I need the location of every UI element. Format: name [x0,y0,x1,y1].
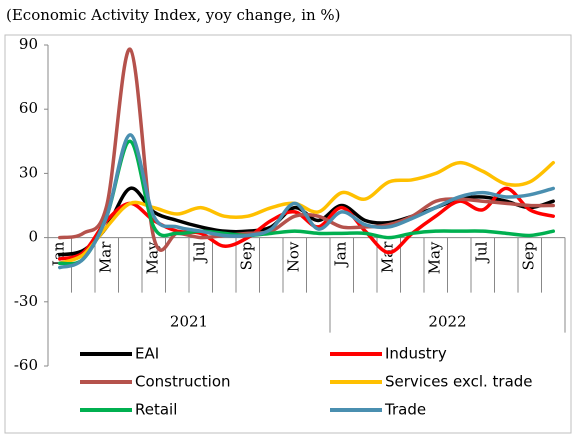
x-tick-label: May [426,241,444,274]
series-line [58,186,555,261]
legend-label: Industry [385,345,447,363]
legend-label: Trade [384,401,426,419]
series-line [58,160,555,266]
legend-label: Services excl. trade [385,373,533,391]
x-tick-label: May [144,241,162,274]
group-label: 2022 [428,313,466,331]
x-tick-label: Nov [285,241,303,272]
y-tick-label: -30 [14,292,38,310]
x-tick-label: Jul [191,241,209,264]
legend-label: EAI [135,345,159,363]
y-tick-label: -60 [14,356,38,374]
x-tick-label: Mar [379,241,397,273]
series-line [58,133,555,270]
y-tick-label: 0 [28,228,38,246]
chart-frame [4,34,572,434]
y-tick-label: 30 [19,163,38,181]
series-line [58,47,555,252]
x-tick-label: Jan [332,241,350,268]
legend-label: Construction [135,373,231,391]
group-label: 2021 [170,313,208,331]
chart-title: (Economic Activity Index, yoy change, in… [6,6,341,24]
x-tick-label: Mar [97,241,115,273]
series-line [58,139,555,266]
x-tick-label: Sep [238,242,256,271]
y-tick-label: 90 [19,35,38,53]
legend-label: Retail [135,401,177,419]
y-tick-label: 60 [19,99,38,117]
x-tick-label: Sep [520,242,538,271]
x-tick-label: Jul [473,241,491,264]
